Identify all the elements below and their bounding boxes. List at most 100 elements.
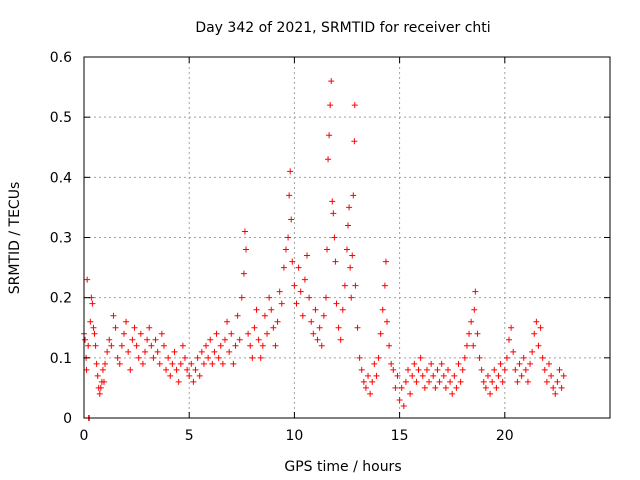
data-point [560,372,567,379]
data-point [426,378,433,385]
y-axis-label: SRMTID / TECUs [7,182,23,295]
data-point [524,378,531,385]
data-point [472,288,479,295]
data-point [396,396,403,403]
data-point [139,360,146,367]
data-point [219,360,226,367]
data-point [335,324,342,331]
data-point [461,354,468,361]
data-point [261,312,268,319]
data-point [362,384,369,391]
data-point [333,300,340,307]
data-point [501,366,508,373]
data-point [375,354,382,361]
data-point [287,168,294,175]
data-point [285,234,292,241]
data-point [291,282,298,289]
data-point [104,348,111,355]
data-point [301,276,308,283]
data-point [520,354,527,361]
points-layer [81,78,567,421]
data-point [255,336,262,343]
data-point [167,372,174,379]
data-point [268,306,275,313]
data-point [518,372,525,379]
data-point [346,204,353,211]
data-point [407,390,414,397]
data-point [531,330,538,337]
data-point [270,324,277,331]
data-point [278,300,285,307]
data-point [266,294,273,301]
data-point [457,378,464,385]
data-point [512,366,519,373]
data-point [348,294,355,301]
data-point [297,288,304,295]
data-point [468,318,475,325]
data-point [123,318,130,325]
data-point [89,300,96,307]
data-point [82,336,89,343]
data-point [276,288,283,295]
data-point [207,336,214,343]
data-point [150,354,157,361]
data-point [522,366,529,373]
data-point [245,330,252,337]
data-point [131,324,138,331]
data-point [459,366,466,373]
data-point [337,336,344,343]
data-point [177,360,184,367]
data-point [482,384,489,391]
data-point [112,324,119,331]
data-point [127,366,134,373]
data-point [198,348,205,355]
data-point [322,294,329,301]
data-point [217,342,224,349]
data-point [243,246,250,253]
data-point [142,348,149,355]
data-point [550,384,557,391]
data-point [304,252,311,259]
y-tick-label: 0.4 [50,170,72,186]
data-point [527,360,534,367]
data-point [339,306,346,313]
data-point [190,378,197,385]
data-point [312,306,319,313]
data-point [351,138,358,145]
data-point [369,378,376,385]
data-point [146,324,153,331]
data-point [196,372,203,379]
data-point [184,366,191,373]
data-point [125,348,132,355]
data-point [440,372,447,379]
data-point [451,372,458,379]
data-point [491,366,498,373]
data-point [110,312,117,319]
data-point [390,366,397,373]
data-point [85,342,92,349]
data-point [194,354,201,361]
data-point [158,330,165,337]
data-point [466,330,473,337]
data-point [510,348,517,355]
data-point [358,366,365,373]
data-point [545,360,552,367]
data-point [314,336,321,343]
data-point [548,372,555,379]
data-point [386,342,393,349]
data-point [241,228,248,235]
data-point [200,360,207,367]
data-point [137,330,144,337]
y-tick-label: 0.6 [50,50,72,66]
data-point [116,360,123,367]
data-point [274,318,281,325]
data-point [213,330,220,337]
data-point [351,102,358,109]
data-point [497,360,504,367]
data-point [539,354,546,361]
data-point [87,318,94,325]
data-point [554,378,561,385]
y-axis-ticks: 0 0.1 0.2 0.3 0.4 0.5 0.6 [50,50,610,427]
data-point [330,210,337,217]
